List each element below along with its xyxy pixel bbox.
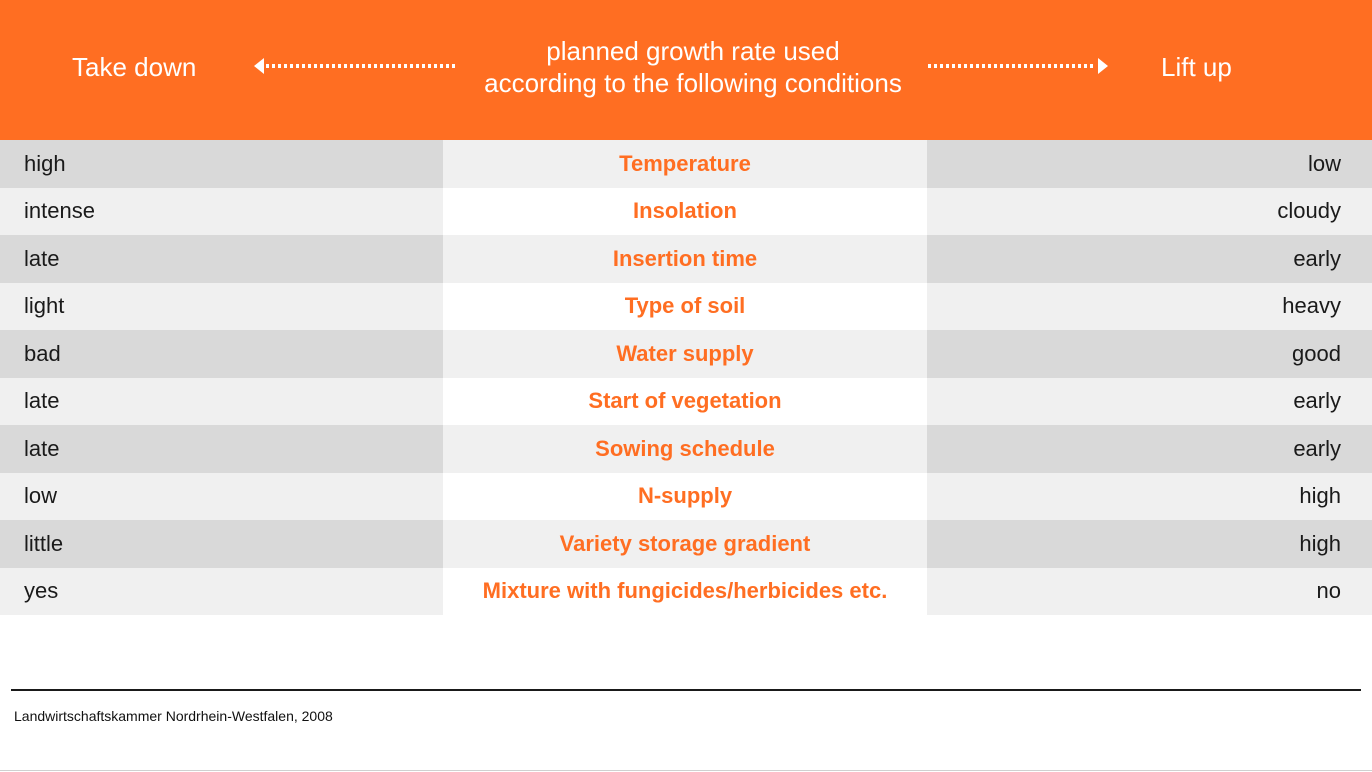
table-row: bad Water supply good (0, 330, 1372, 378)
lift-up-value: low (927, 140, 1372, 188)
arrow-left-dotted-icon (254, 58, 458, 74)
lift-up-value: high (927, 472, 1372, 520)
condition-label: Start of vegetation (443, 377, 927, 425)
condition-label: Insolation (443, 187, 927, 235)
table-row: low N-supply high (0, 472, 1372, 520)
table-row: light Type of soil heavy (0, 282, 1372, 330)
conditions-table: high Temperature low intense Insolation … (0, 140, 1372, 615)
take-down-value: light (0, 282, 443, 330)
lift-up-value: high (927, 520, 1372, 568)
take-down-label: Take down (72, 52, 197, 82)
condition-label: Variety storage gradient (443, 520, 927, 568)
condition-label: Sowing schedule (443, 425, 927, 473)
lift-up-value: early (927, 235, 1372, 283)
lift-up-value: good (927, 330, 1372, 378)
table-row: little Variety storage gradient high (0, 520, 1372, 568)
table-row: late Insertion time early (0, 235, 1372, 283)
source-citation: Landwirtschaftskammer Nordrhein-Westfale… (14, 708, 333, 724)
table-row: late Sowing schedule early (0, 425, 1372, 473)
condition-label: N-supply (443, 472, 927, 520)
header-title: planned growth rate used according to th… (458, 35, 928, 99)
take-down-value: intense (0, 187, 443, 235)
take-down-value: yes (0, 567, 443, 615)
arrow-right-dotted-icon (928, 58, 1108, 74)
condition-label: Mixture with fungicides/herbicides etc. (443, 567, 927, 615)
condition-label: Type of soil (443, 282, 927, 330)
take-down-value: high (0, 140, 443, 188)
condition-label: Water supply (443, 330, 927, 378)
lift-up-value: early (927, 425, 1372, 473)
footer-divider (11, 689, 1361, 691)
take-down-value: low (0, 472, 443, 520)
take-down-value: late (0, 425, 443, 473)
lift-up-value: heavy (927, 282, 1372, 330)
table-row: yes Mixture with fungicides/herbicides e… (0, 567, 1372, 615)
lift-up-value: early (927, 377, 1372, 425)
condition-label: Temperature (443, 140, 927, 188)
lift-up-value: no (927, 567, 1372, 615)
table-row: high Temperature low (0, 140, 1372, 188)
header-title-line-1: planned growth rate used (546, 36, 840, 66)
take-down-value: little (0, 520, 443, 568)
header-banner: Take down planned growth rate used accor… (0, 0, 1372, 140)
take-down-value: late (0, 235, 443, 283)
lift-up-value: cloudy (927, 187, 1372, 235)
header-title-line-2: according to the following conditions (484, 68, 902, 98)
take-down-value: bad (0, 330, 443, 378)
condition-label: Insertion time (443, 235, 927, 283)
table-row: late Start of vegetation early (0, 377, 1372, 425)
lift-up-label: Lift up (1161, 52, 1232, 82)
table-row: intense Insolation cloudy (0, 187, 1372, 235)
bottom-border (0, 770, 1372, 771)
take-down-value: late (0, 377, 443, 425)
